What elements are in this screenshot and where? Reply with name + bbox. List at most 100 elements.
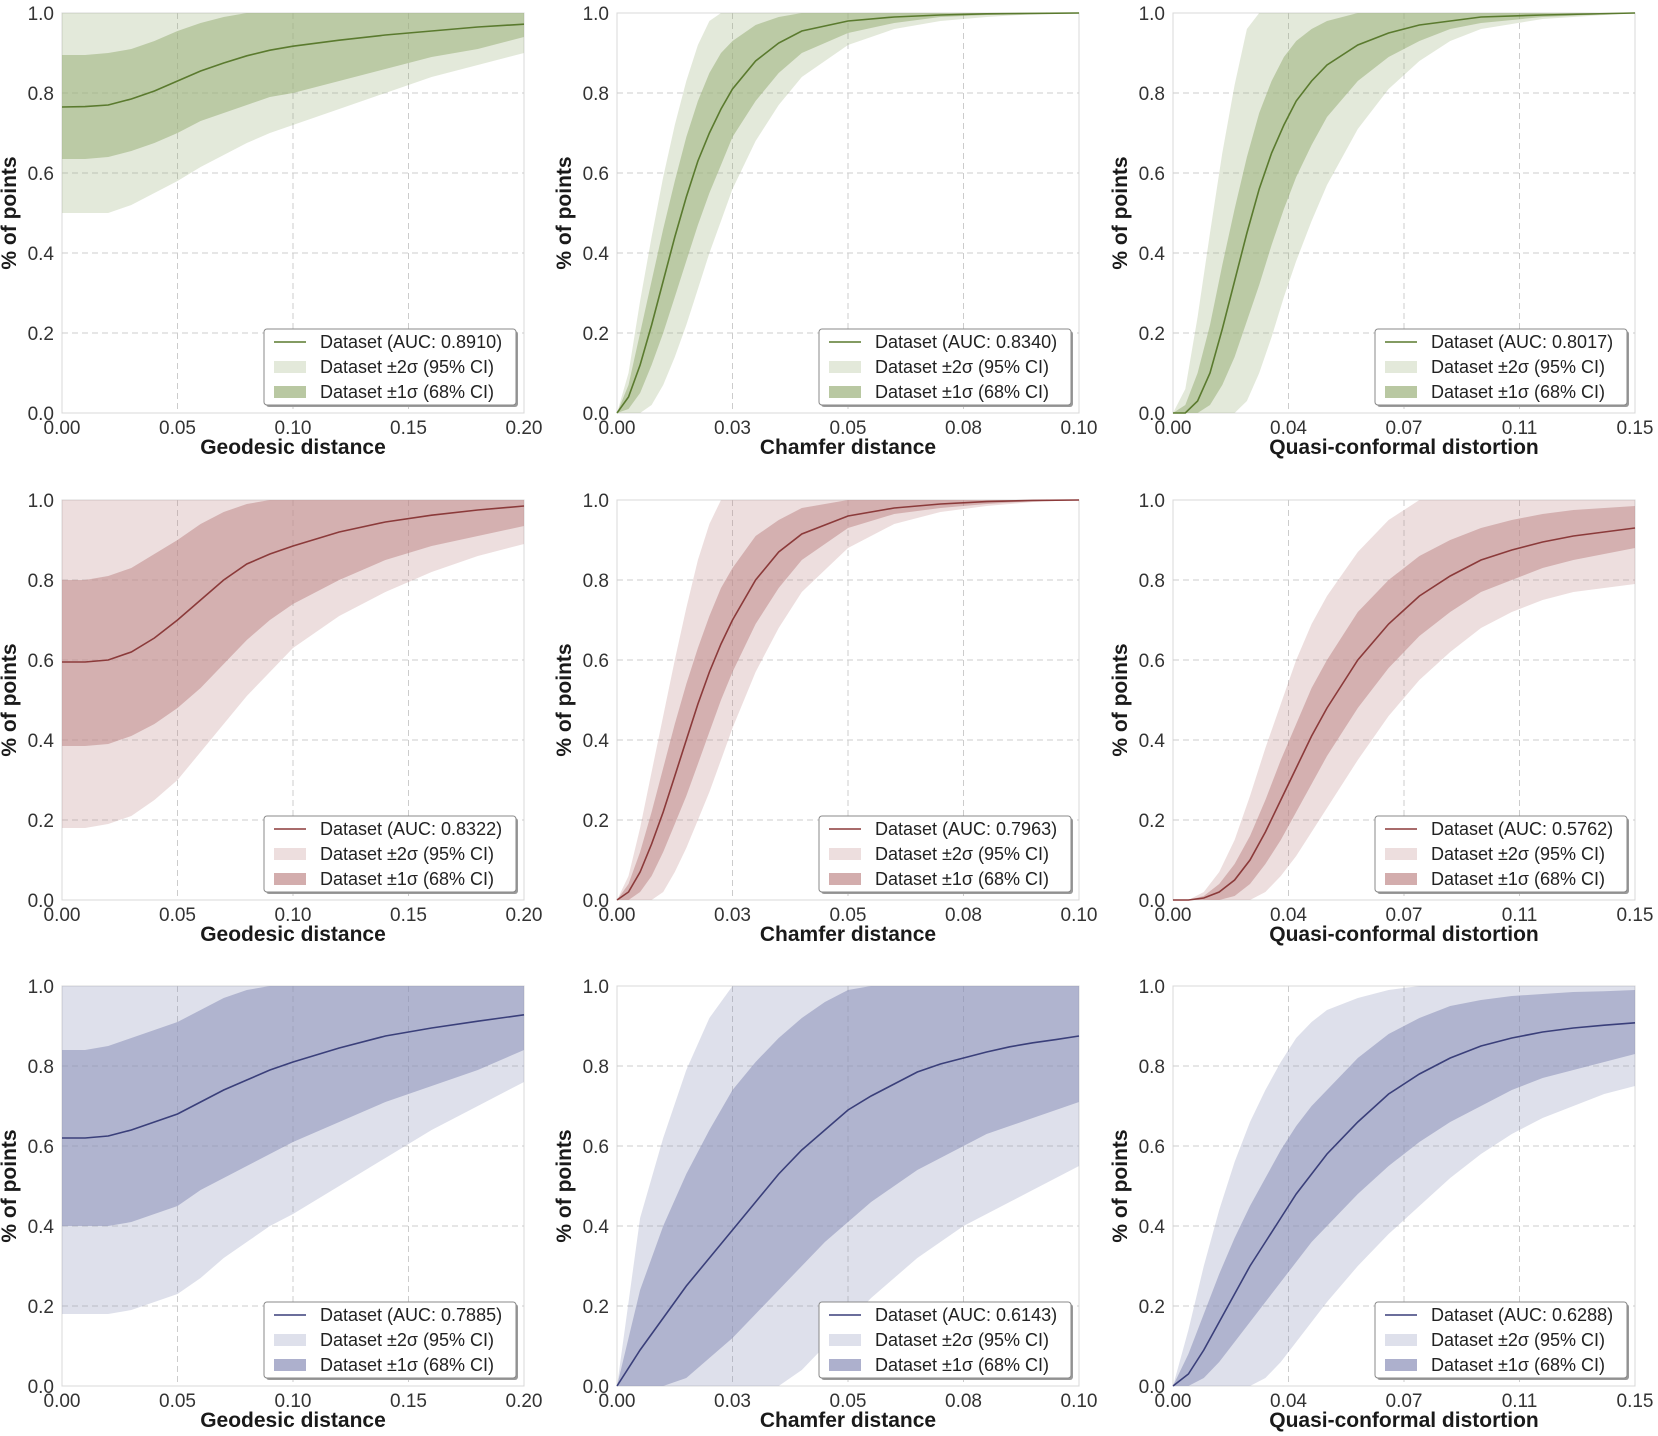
x-tick-label: 0.15 [390,1391,427,1412]
subplot-r1-c2: 0.00 0.04 0.07 0.11 0.15 0.0 0.2 0.4 0.6 0.8 1.0 Qu… [1109,491,1653,946]
x-tick-label: 0.00 [1155,1391,1192,1412]
y-tick-label: 0.8 [1139,571,1165,592]
x-tick-label: 0.03 [714,1391,751,1412]
legend-ci68-swatch [829,873,861,885]
legend-ci68-swatch [829,1359,861,1371]
legend-label: Dataset ±2σ (95% CI) [1431,1330,1605,1350]
y-tick-label: 0.0 [28,404,54,425]
legend: Dataset (AUC: 0.6143) Dataset ±2σ (95% CI… [818,1301,1073,1380]
mean-line [62,505,525,663]
subplot-r1-c1: 0.00 0.03 0.05 0.08 0.10 0.0 0.2 0.4 0.6 0.8 1.0 Ch… [553,491,1097,946]
legend-box [818,815,1072,893]
x-tick-label: 0.08 [945,418,982,439]
legend-ci95-swatch [829,361,861,373]
subplot-r2-c1: 0.00 0.03 0.05 0.08 0.10 0.0 0.2 0.4 0.6 0.8 1.0 Ch… [553,977,1097,1432]
legend: Dataset (AUC: 0.7963) Dataset ±2σ (95% CI… [818,815,1073,894]
y-tick-label: 0.6 [28,164,54,185]
y-axis-label: % of points [0,1129,21,1242]
y-axis-label: % of points [553,156,576,269]
legend-ci95-swatch [829,1334,861,1346]
x-axis-label: Geodesic distance [200,1409,386,1432]
y-tick-label: 0.4 [583,1217,610,1238]
ci68-band [617,500,1079,900]
x-tick-label: 0.10 [1061,905,1098,926]
legend-ci95-swatch [1385,848,1417,860]
subplot-r1-c0: 0.00 0.05 0.10 0.15 0.20 0.0 0.2 0.4 0.6 0.8 1.0 Ge… [0,491,542,946]
y-tick-label: 0.0 [28,891,54,912]
y-tick-label: 0.4 [28,244,55,265]
x-tick-label: 0.10 [1061,1391,1098,1412]
legend-label: Dataset (AUC: 0.8340) [875,332,1057,352]
legend: Dataset (AUC: 0.6288) Dataset ±2σ (95% CI… [1374,1301,1629,1380]
y-tick-label: 0.8 [28,571,54,592]
legend-label: Dataset ±2σ (95% CI) [1431,844,1605,864]
x-tick-label: 0.05 [159,418,196,439]
y-tick-label: 0.6 [583,164,609,185]
x-tick-label: 0.04 [1270,905,1307,926]
y-tick-label: 0.2 [28,1297,54,1318]
legend: Dataset (AUC: 0.8322) Dataset ±2σ (95% CI… [263,815,518,894]
legend-box [818,328,1072,406]
x-axis-label: Chamfer distance [760,923,936,946]
y-tick-label: 0.2 [583,1297,609,1318]
x-tick-label: 0.00 [599,418,636,439]
legend-ci68-swatch [1385,386,1417,398]
y-tick-label: 0.0 [1139,1377,1165,1398]
y-tick-label: 0.2 [28,811,54,832]
legend-ci95-swatch [829,848,861,860]
y-tick-label: 0.6 [1139,164,1165,185]
legend-label: Dataset ±1σ (68% CI) [1431,382,1605,402]
y-tick-label: 0.6 [28,1137,54,1158]
legend-box [263,815,517,893]
y-tick-label: 0.0 [1139,404,1165,425]
ci68-band [617,986,1079,1386]
legend-box [1374,1301,1628,1379]
y-tick-label: 0.0 [28,1377,54,1398]
x-tick-label: 0.00 [1155,418,1192,439]
y-tick-label: 0.8 [28,1057,54,1078]
y-tick-label: 0.4 [1139,244,1166,265]
x-axis-label: Geodesic distance [200,923,386,946]
legend-label: Dataset ±2σ (95% CI) [875,1330,1049,1350]
y-tick-label: 0.0 [583,891,609,912]
x-tick-label: 0.07 [1386,1391,1423,1412]
y-tick-label: 0.6 [1139,1137,1165,1158]
subplot-r0-c0: 0.00 0.05 0.10 0.15 0.20 0.0 0.2 0.4 0.6 0.8 1.0 Ge… [0,4,542,459]
x-tick-label: 0.00 [44,1391,81,1412]
legend-ci68-swatch [1385,873,1417,885]
x-axis-label: Chamfer distance [760,1409,936,1432]
x-tick-label: 0.07 [1386,418,1423,439]
legend-ci68-swatch [274,873,306,885]
y-tick-label: 0.4 [28,1217,55,1238]
x-tick-label: 0.15 [1617,1391,1654,1412]
y-tick-label: 0.8 [583,84,609,105]
mean-line [1172,1022,1636,1387]
legend-label: Dataset (AUC: 0.7885) [320,1305,502,1325]
y-tick-label: 0.2 [583,324,609,345]
y-tick-label: 0.8 [1139,84,1165,105]
y-axis-label: % of points [1109,643,1132,756]
y-tick-label: 1.0 [28,491,54,512]
subplot-r2-c2: 0.00 0.04 0.07 0.11 0.15 0.0 0.2 0.4 0.6 0.8 1.0 Qu… [1109,977,1653,1432]
y-axis-label: % of points [1109,156,1132,269]
x-tick-label: 0.11 [1502,418,1538,439]
x-tick-label: 0.05 [159,1391,196,1412]
y-tick-label: 0.8 [1139,1057,1165,1078]
x-tick-label: 0.05 [830,418,867,439]
y-tick-label: 0.4 [583,244,610,265]
mean-line [62,1014,525,1139]
legend-label: Dataset ±1σ (68% CI) [875,1355,1049,1375]
legend-ci95-swatch [1385,1334,1417,1346]
ci68-band [62,986,524,1226]
legend-label: Dataset ±2σ (95% CI) [875,357,1049,377]
y-axis-label: % of points [0,643,21,756]
legend-ci68-swatch [274,1359,306,1371]
y-axis-label: % of points [553,643,576,756]
y-tick-label: 0.6 [583,1137,609,1158]
y-tick-label: 0.0 [1139,891,1165,912]
y-tick-label: 1.0 [28,4,54,25]
x-tick-label: 0.00 [44,905,81,926]
ci68-band [1173,13,1635,413]
legend-label: Dataset ±2σ (95% CI) [1431,357,1605,377]
x-axis-label: Quasi-conformal distortion [1269,436,1539,459]
